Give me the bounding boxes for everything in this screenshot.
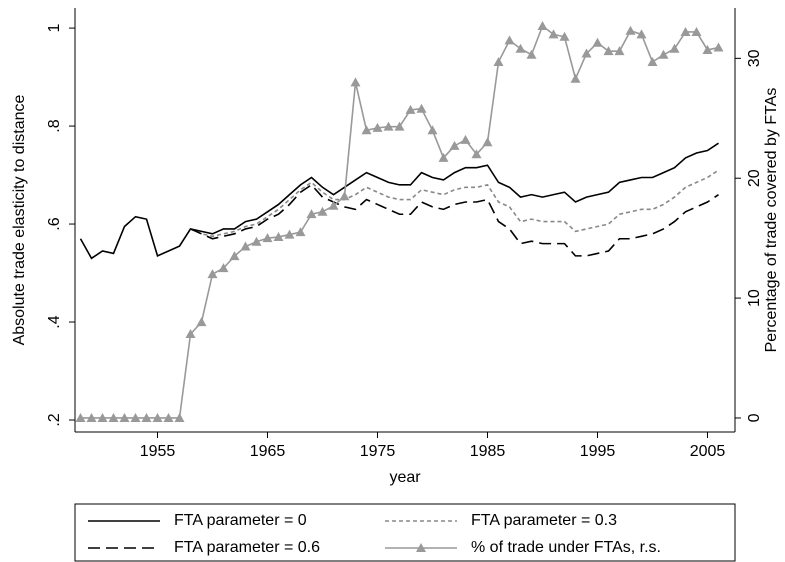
point-marker	[405, 104, 416, 114]
point-marker	[537, 20, 548, 30]
point-marker	[119, 412, 130, 422]
point-marker	[460, 134, 471, 144]
point-marker	[570, 73, 581, 83]
x-tick-label: 1985	[470, 443, 506, 460]
point-marker	[152, 412, 163, 422]
point-marker	[372, 122, 383, 132]
point-marker	[75, 412, 86, 422]
y-tick-label: .2	[46, 413, 63, 426]
point-marker	[416, 103, 427, 113]
point-marker	[108, 412, 119, 422]
point-marker	[394, 121, 405, 131]
point-marker	[526, 49, 537, 59]
point-marker	[383, 121, 394, 131]
point-marker	[625, 25, 636, 35]
series-line	[190, 183, 719, 257]
series-line	[190, 169, 719, 238]
point-marker	[141, 412, 152, 422]
point-marker	[317, 206, 328, 216]
x-tick-label: 1995	[580, 443, 616, 460]
point-marker	[449, 140, 460, 150]
y2-tick-label: 30	[746, 49, 763, 67]
point-marker	[603, 46, 614, 56]
x-axis-label: year	[389, 469, 421, 486]
series-line	[80, 24, 719, 419]
y-axis-label: Absolute trade elasticity to distance	[11, 95, 28, 346]
point-marker	[669, 43, 680, 53]
x-tick-label: 1975	[360, 443, 396, 460]
point-marker	[218, 263, 229, 273]
x-tick-label: 1965	[250, 443, 286, 460]
point-marker	[482, 137, 493, 147]
point-marker	[548, 29, 559, 39]
legend-label: FTA parameter = 0.6	[174, 539, 320, 556]
legend-label: FTA parameter = 0	[174, 512, 307, 529]
y2-tick-label: 10	[746, 289, 763, 307]
point-marker	[339, 191, 350, 201]
point-marker	[350, 77, 361, 87]
x-tick-label: 1955	[140, 443, 176, 460]
point-marker	[713, 42, 724, 52]
point-marker	[658, 49, 669, 59]
point-marker	[504, 35, 515, 45]
point-marker	[559, 31, 570, 41]
point-marker	[361, 125, 372, 135]
y2-axis-label: Percentage of trade covered by FTAs	[763, 88, 780, 353]
point-marker	[251, 236, 262, 246]
y2-tick-label: 0	[746, 413, 763, 422]
point-marker	[680, 26, 691, 36]
y-tick-label: .6	[46, 217, 63, 230]
y-tick-label: .4	[46, 315, 63, 328]
point-marker	[647, 56, 658, 66]
point-marker	[295, 227, 306, 237]
legend-marker	[416, 543, 426, 552]
x-tick-label: 2005	[690, 443, 726, 460]
point-marker	[636, 29, 647, 39]
point-marker	[471, 149, 482, 159]
legend-box	[74, 503, 736, 562]
point-marker	[229, 251, 240, 261]
point-marker	[97, 412, 108, 422]
point-marker	[185, 329, 196, 339]
point-marker	[284, 229, 295, 239]
point-marker	[86, 412, 97, 422]
point-marker	[493, 56, 504, 66]
point-marker	[691, 26, 702, 36]
point-marker	[240, 241, 251, 251]
y2-tick-label: 20	[746, 169, 763, 187]
point-marker	[592, 37, 603, 47]
point-marker	[515, 43, 526, 53]
point-marker	[273, 231, 284, 241]
point-marker	[328, 200, 339, 210]
point-marker	[614, 46, 625, 56]
y-tick-label: .8	[46, 119, 63, 132]
point-marker	[581, 48, 592, 58]
legend-label: FTA parameter = 0.3	[471, 512, 617, 529]
series-line	[79, 142, 719, 260]
point-marker	[306, 209, 317, 219]
point-marker	[196, 317, 207, 327]
point-marker	[702, 44, 713, 54]
point-marker	[262, 233, 273, 243]
y-tick-label: 1	[46, 24, 63, 33]
point-marker	[438, 152, 449, 162]
point-marker	[130, 412, 141, 422]
point-marker	[427, 125, 438, 135]
point-marker	[174, 412, 185, 422]
point-marker	[163, 412, 174, 422]
point-marker	[207, 269, 218, 279]
legend-label: % of trade under FTAs, r.s.	[471, 539, 661, 556]
